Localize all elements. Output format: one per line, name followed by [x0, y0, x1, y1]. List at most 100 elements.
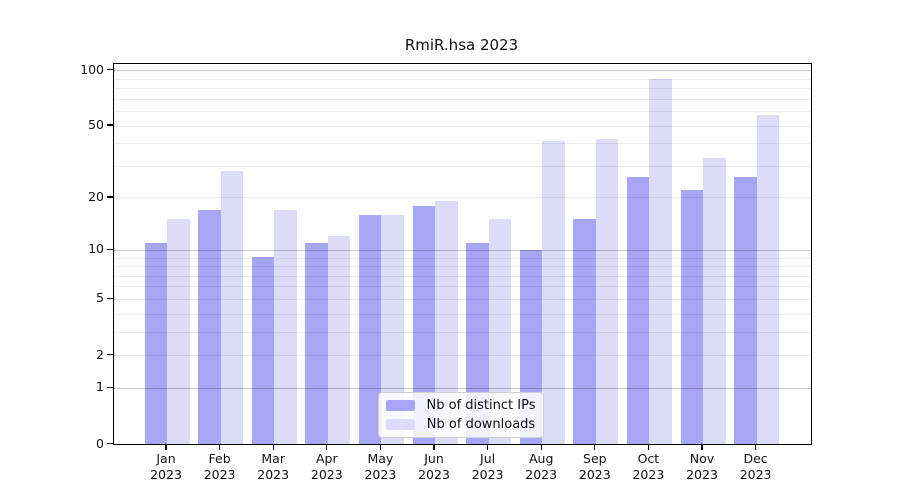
bar-downloads-feb [220, 171, 244, 444]
x-tick-year-jul: 2023 [471, 467, 504, 482]
x-tick-label-apr: Apr 2023 [295, 451, 359, 483]
x-tick-label-mar: Mar 2023 [241, 451, 305, 483]
bar-distinct-ips-feb [198, 209, 221, 444]
x-tick-label-jan: Jan 2023 [134, 451, 198, 483]
x-tick-year-nov: 2023 [686, 467, 718, 482]
gridline-8 [114, 266, 811, 267]
legend-label-distinct-ips: Nb of distinct IPs [426, 397, 536, 413]
bar-downloads-dec [756, 115, 780, 444]
x-tick-year-may: 2023 [364, 467, 397, 482]
bar-downloads-mar [274, 209, 297, 444]
y-tick-label-50: 50 [88, 117, 104, 132]
bar-distinct-ips-jun [412, 205, 435, 444]
x-tick-month-may: May [367, 451, 394, 466]
bar-downloads-nov [703, 158, 726, 444]
gridline-20 [114, 197, 811, 199]
legend-swatch-distinct-ips [386, 399, 415, 411]
bar-distinct-ips-jan [144, 242, 167, 444]
x-tick-month-oct: Oct [637, 451, 660, 466]
x-tick-month-dec: Dec [743, 451, 768, 466]
x-tick-month-jul: Jul [480, 451, 496, 466]
bar-downloads-apr [327, 236, 351, 444]
x-tick-year-jun: 2023 [418, 467, 450, 482]
x-tick-may [379, 444, 382, 450]
x-tick-month-apr: Apr [315, 451, 338, 466]
y-tick-label-0: 0 [96, 435, 104, 451]
x-tick-jun [433, 444, 435, 450]
gridline-3 [114, 331, 811, 333]
x-tick-year-feb: 2023 [203, 467, 236, 482]
bar-downloads-may [381, 214, 404, 444]
bar-distinct-ips-mar [251, 257, 275, 444]
bar-distinct-ips-apr [305, 242, 328, 444]
plot-area [113, 63, 812, 445]
y-tick-2 [107, 353, 113, 356]
x-tick-label-feb: Feb 2023 [188, 451, 252, 483]
gridline-50 [114, 125, 811, 127]
gridline-1 [114, 387, 811, 389]
x-tick-label-nov: Nov 2023 [670, 451, 734, 483]
bar-downloads-jul [488, 219, 512, 444]
x-tick-year-apr: 2023 [310, 467, 343, 482]
x-tick-month-nov: Nov [689, 451, 715, 466]
gridline-9 [114, 257, 811, 259]
x-tick-label-jun: Jun 2023 [402, 451, 466, 483]
gridline-100 [114, 70, 811, 72]
x-tick-apr [326, 444, 328, 450]
y-tick-100 [107, 69, 113, 71]
legend-label-downloads: Nb of downloads [426, 417, 536, 433]
legend-entry-distinct-ips: Nb of distinct IPs [386, 396, 537, 414]
y-tick-label-1: 1 [96, 379, 104, 395]
y-tick-label-2: 2 [96, 346, 104, 362]
y-tick-50 [107, 124, 113, 126]
gridline-4 [114, 313, 811, 315]
y-tick-10 [107, 248, 113, 250]
x-tick-month-jan: Jan [156, 451, 176, 466]
chart-title: RmiR.hsa 2023 [404, 36, 519, 54]
x-tick-year-oct: 2023 [632, 467, 665, 482]
x-tick-month-mar: Mar [261, 451, 285, 466]
x-tick-mar [272, 444, 274, 450]
x-tick-year-jan: 2023 [150, 467, 182, 482]
gridline-90 [114, 78, 811, 80]
gridline-10 [114, 249, 811, 251]
y-tick-0 [107, 442, 113, 445]
gridline-40 [114, 143, 811, 145]
y-tick-label-100: 100 [80, 61, 104, 77]
x-tick-dec [754, 444, 757, 450]
x-tick-year-dec: 2023 [739, 467, 772, 482]
x-tick-sep [594, 444, 596, 450]
bar-distinct-ips-may [358, 214, 382, 444]
x-tick-year-mar: 2023 [257, 467, 290, 482]
x-tick-month-feb: Feb [208, 451, 231, 466]
legend: Nb of distinct IPs Nb of downloads [378, 392, 544, 438]
x-tick-label-sep: Sep 2023 [563, 451, 627, 483]
bar-distinct-ips-nov [680, 190, 703, 444]
x-tick-feb [218, 444, 221, 450]
y-tick-label-20: 20 [88, 188, 104, 204]
legend-entry-downloads: Nb of downloads [386, 416, 537, 434]
x-tick-jan [165, 444, 167, 450]
x-tick-label-oct: Oct 2023 [616, 451, 680, 483]
bar-distinct-ips-sep [573, 219, 596, 444]
bar-downloads-aug [542, 141, 565, 444]
bar-downloads-jan [167, 219, 190, 444]
bar-downloads-oct [649, 78, 672, 444]
gridline-80 [114, 88, 811, 89]
x-tick-month-jun: Jun [424, 451, 444, 466]
x-tick-nov [701, 444, 703, 450]
x-tick-aug [540, 444, 542, 450]
x-tick-label-dec: Dec 2023 [724, 451, 788, 483]
legend-swatch-downloads [386, 419, 415, 431]
x-tick-oct [647, 444, 650, 450]
y-tick-5 [107, 297, 113, 300]
x-tick-month-aug: Aug [528, 451, 554, 466]
gridline-5 [114, 298, 811, 300]
bar-downloads-jun [435, 201, 458, 444]
gridline-60 [114, 111, 811, 112]
x-tick-label-aug: Aug 2023 [509, 451, 573, 483]
gridline-70 [114, 98, 811, 100]
